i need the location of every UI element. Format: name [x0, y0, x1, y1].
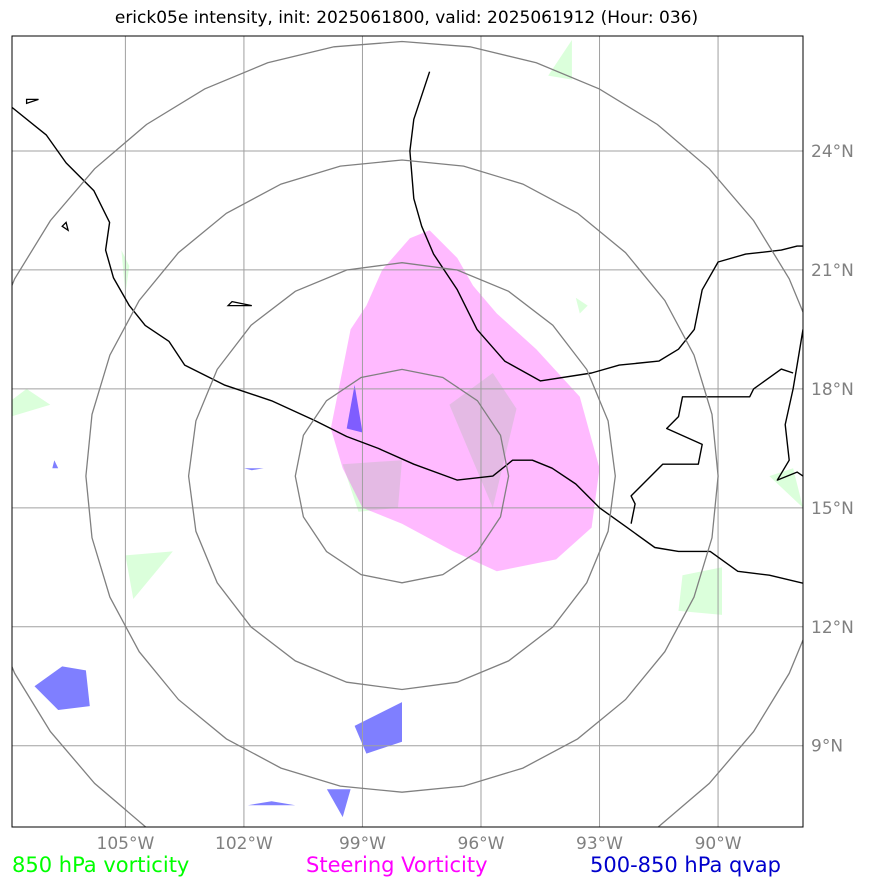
- coastline-pacific-mexico: [12, 106, 803, 584]
- steering-vorticity-region: [330, 230, 600, 572]
- range-ring: [85, 159, 719, 793]
- coastlines: [12, 71, 803, 584]
- qvap-region: [52, 460, 59, 469]
- coastline-border-gt-mx: [630, 368, 794, 524]
- legend-qvap: 500-850 hPa qvap: [590, 853, 781, 877]
- map-frame: [11, 35, 804, 828]
- vorticity-850-region: [575, 297, 588, 314]
- qvap-region: [247, 801, 296, 806]
- field-layer: [12, 40, 803, 818]
- island-outline: [226, 300, 252, 307]
- axis-tick-labels: 105°W 102°W 99°W 96°W 93°W 90°W 24°N 21°N 18°N 15…: [97, 142, 854, 854]
- vorticity-850-region: [342, 460, 402, 512]
- lat-tick-label: 15°N: [811, 499, 854, 519]
- vorticity-850-region: [678, 567, 722, 615]
- range-rings: [12, 40, 803, 827]
- vorticity-850-region: [125, 551, 173, 599]
- lat-tick-label: 12°N: [811, 618, 854, 638]
- coastline-yucatan-east: [776, 329, 803, 481]
- vorticity-850-region: [449, 373, 517, 508]
- map-title: erick05e intensity, init: 2025061800, va…: [114, 8, 699, 28]
- range-ring: [12, 40, 803, 827]
- qvap-region: [346, 384, 363, 433]
- range-ring: [294, 368, 510, 584]
- island-outline: [61, 221, 70, 232]
- legend-steering-vorticity: Steering Vorticity: [306, 853, 488, 877]
- qvap-region: [354, 702, 402, 754]
- qvap-region: [34, 666, 90, 710]
- qvap-region: [243, 468, 264, 471]
- vorticity-850-region: [769, 468, 803, 508]
- lat-tick-label: 21°N: [811, 261, 854, 281]
- lon-tick-label: 93°W: [576, 834, 623, 854]
- lon-tick-label: 90°W: [695, 834, 742, 854]
- lon-tick-label: 96°W: [458, 834, 505, 854]
- lon-tick-label: 105°W: [97, 834, 155, 854]
- gridlines: [12, 36, 803, 827]
- vorticity-850-region: [548, 40, 572, 80]
- vorticity-850-region: [12, 388, 51, 417]
- lat-tick-label: 9°N: [811, 737, 843, 757]
- coastline-gulf-mexico: [409, 71, 803, 382]
- lon-tick-label: 102°W: [215, 834, 273, 854]
- range-ring: [187, 262, 616, 691]
- lat-tick-label: 24°N: [811, 142, 854, 162]
- lon-tick-label: 99°W: [339, 834, 386, 854]
- legend-850-vorticity: 850 hPa vorticity: [12, 853, 190, 877]
- qvap-region: [326, 789, 351, 818]
- island-outline: [25, 98, 39, 105]
- lat-tick-label: 18°N: [811, 380, 854, 400]
